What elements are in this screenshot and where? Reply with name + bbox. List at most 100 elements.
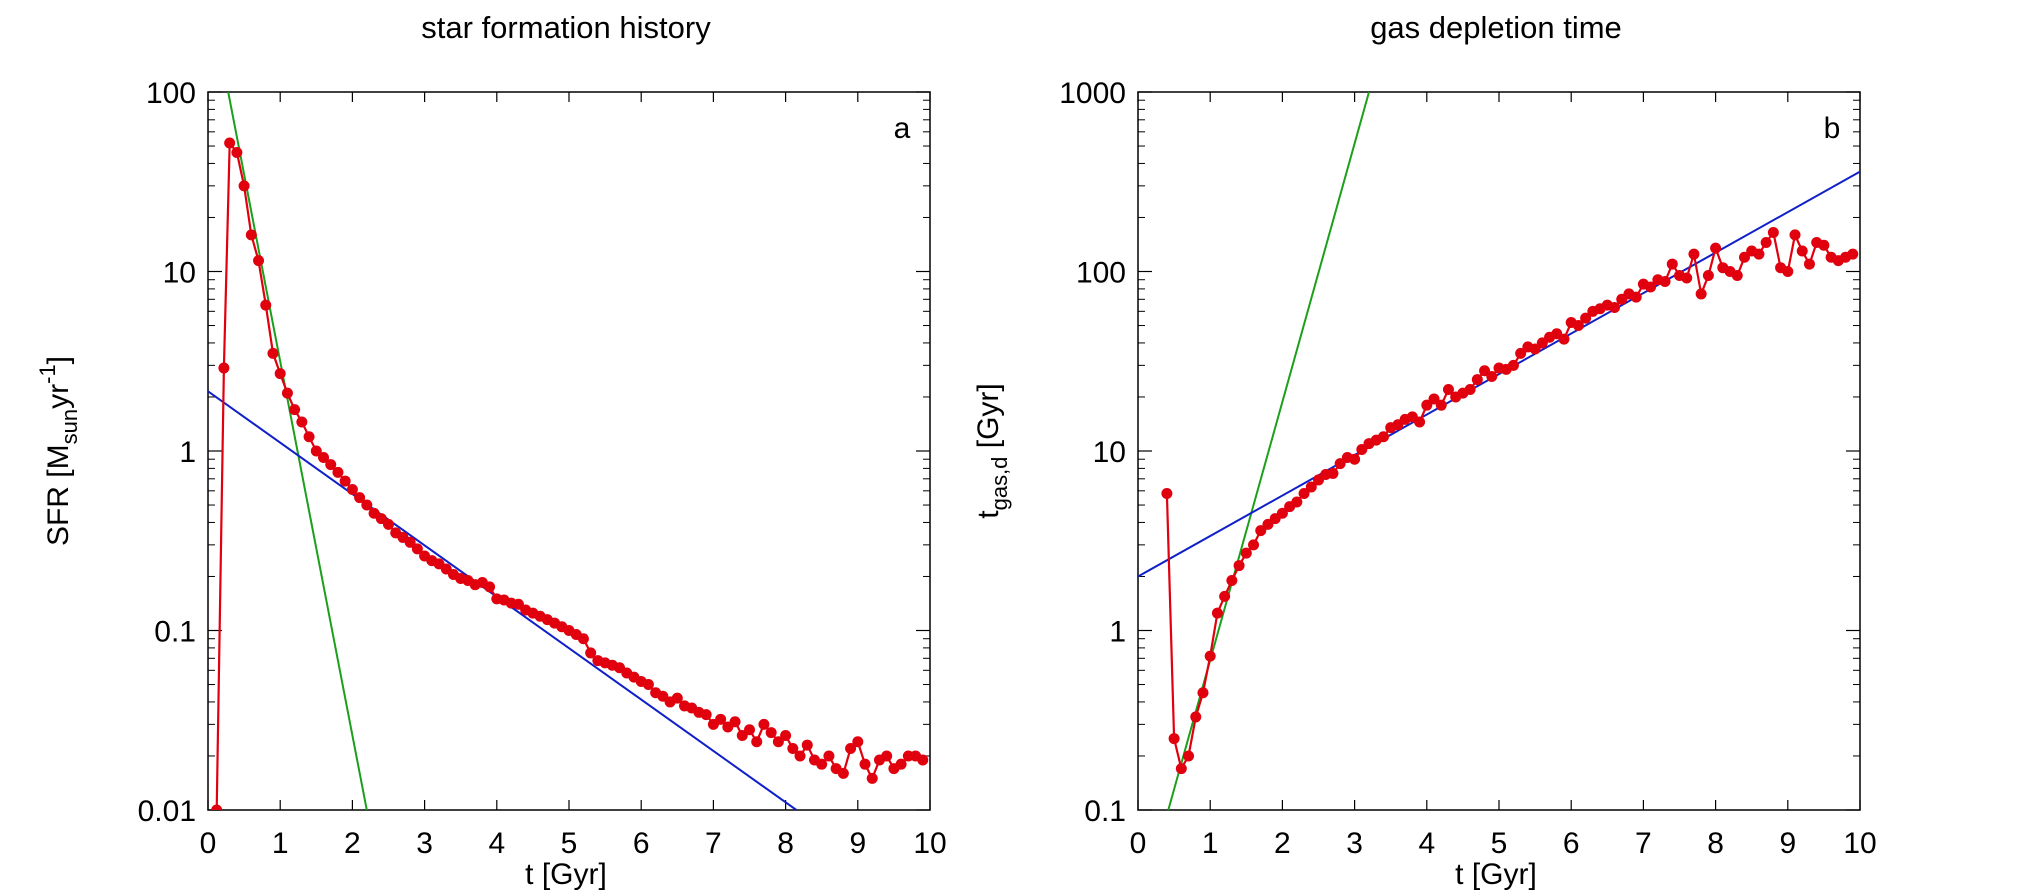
data-point xyxy=(1710,242,1722,254)
x-axis-label: t [Gyr] xyxy=(525,858,607,891)
data-point xyxy=(383,518,394,530)
data-point xyxy=(267,347,279,359)
data-point xyxy=(780,730,792,742)
data-point xyxy=(1219,590,1231,602)
data-point xyxy=(729,716,741,728)
y-tick-label: 1 xyxy=(1109,616,1126,649)
data-point xyxy=(859,758,871,770)
x-tick-label: 9 xyxy=(1779,827,1796,860)
data-point xyxy=(274,368,286,380)
data-point xyxy=(1428,393,1440,405)
data-point xyxy=(231,147,243,159)
data-point xyxy=(1847,248,1859,260)
data-point xyxy=(1630,291,1642,303)
x-tick-label: 1 xyxy=(272,827,289,860)
y-axis-label-subscript: sun xyxy=(57,409,82,444)
x-tick-label: 4 xyxy=(488,827,505,860)
data-point xyxy=(361,499,373,511)
y-axis-label-superscript: -1 xyxy=(35,364,60,384)
data-point xyxy=(238,180,250,192)
data-point xyxy=(1211,607,1223,619)
y-axis-label-mid: yr xyxy=(42,384,75,409)
y-tick-label: 100 xyxy=(1076,257,1126,290)
data-point xyxy=(211,804,223,810)
y-axis-label-base: SFR [M xyxy=(42,444,75,546)
data-point xyxy=(1796,245,1808,257)
data-point xyxy=(281,387,293,399)
x-axis: 0 1 2 3 4 5 6 7 8 9 10 xyxy=(200,92,947,860)
data-point xyxy=(1695,288,1707,300)
data-point xyxy=(1175,763,1187,775)
panel-label: a xyxy=(894,112,911,145)
data-point xyxy=(1377,431,1389,443)
x-tick-label: 8 xyxy=(1707,827,1724,860)
data-point xyxy=(866,772,878,784)
data-point xyxy=(1767,226,1779,238)
data-point xyxy=(1291,496,1303,508)
data-point xyxy=(1334,458,1346,470)
data-point xyxy=(218,362,230,374)
y-tick-label: 0.1 xyxy=(154,616,196,649)
chart-title: star formation history xyxy=(421,10,711,45)
series-layer xyxy=(1138,92,1860,810)
data-point xyxy=(845,743,857,755)
data-point xyxy=(1760,237,1772,249)
data-point xyxy=(296,416,308,428)
x-tick-label: 3 xyxy=(1346,827,1363,860)
data-point xyxy=(1183,750,1195,762)
series-layer xyxy=(208,92,929,810)
data-point xyxy=(411,543,423,555)
panel-label: b xyxy=(1824,112,1841,145)
data-point xyxy=(837,767,849,779)
data-point xyxy=(1738,251,1750,263)
y-axis-label: SFR [Msunyr-1] xyxy=(35,356,82,546)
data-point xyxy=(801,739,813,751)
data-point xyxy=(1190,711,1202,723)
data-point xyxy=(671,692,683,704)
data-point xyxy=(895,758,907,770)
data-point xyxy=(484,581,496,593)
x-tick-label: 3 xyxy=(416,827,433,860)
data-point xyxy=(260,299,272,311)
y-axis-label-subscript: gas,d xyxy=(987,457,1012,511)
data-point xyxy=(1645,281,1657,293)
y-tick-label: 0.1 xyxy=(1084,795,1126,828)
plot-frame xyxy=(1137,91,1861,811)
data-point xyxy=(245,229,257,241)
data-point xyxy=(744,724,755,736)
data-point xyxy=(1782,266,1794,277)
data-point xyxy=(1327,467,1339,479)
data-point xyxy=(816,758,828,770)
series-line-fast-exponential-fit xyxy=(227,92,368,810)
data-point xyxy=(917,754,929,766)
x-tick-label: 0 xyxy=(1130,827,1147,860)
data-point xyxy=(289,404,301,416)
data-point xyxy=(642,679,654,691)
x-tick-label: 6 xyxy=(1563,827,1580,860)
x-tick-label: 7 xyxy=(705,827,722,860)
data-point xyxy=(1471,374,1483,386)
data-point xyxy=(1818,239,1830,251)
y-axis-label-end: [Gyr] xyxy=(972,383,1005,456)
y-tick-label: 100 xyxy=(146,77,196,110)
data-point xyxy=(758,718,770,730)
data-point xyxy=(772,736,784,748)
data-point xyxy=(1204,650,1216,662)
data-point xyxy=(325,459,337,471)
x-tick-label: 10 xyxy=(1843,827,1876,860)
x-tick-label: 4 xyxy=(1418,827,1435,860)
data-point xyxy=(339,475,351,487)
data-point xyxy=(1197,687,1209,699)
x-tick-label: 6 xyxy=(633,827,650,860)
data-point xyxy=(303,431,315,443)
data-point xyxy=(1659,275,1671,287)
x-axis: 0 1 2 3 4 5 6 7 8 9 10 xyxy=(1130,92,1877,860)
panel-star-formation-history: star formation history 0 1 2 3 4 5 6 7 8 9 10 0.01… xyxy=(35,10,947,891)
series-line-simulation xyxy=(215,139,924,810)
y-axis: 0.01 0.1 1 10 100 xyxy=(138,77,930,828)
data-point xyxy=(318,452,330,464)
x-tick-label: 1 xyxy=(1202,827,1219,860)
data-point xyxy=(253,255,265,267)
data-point xyxy=(585,647,597,659)
data-point xyxy=(1681,272,1693,284)
